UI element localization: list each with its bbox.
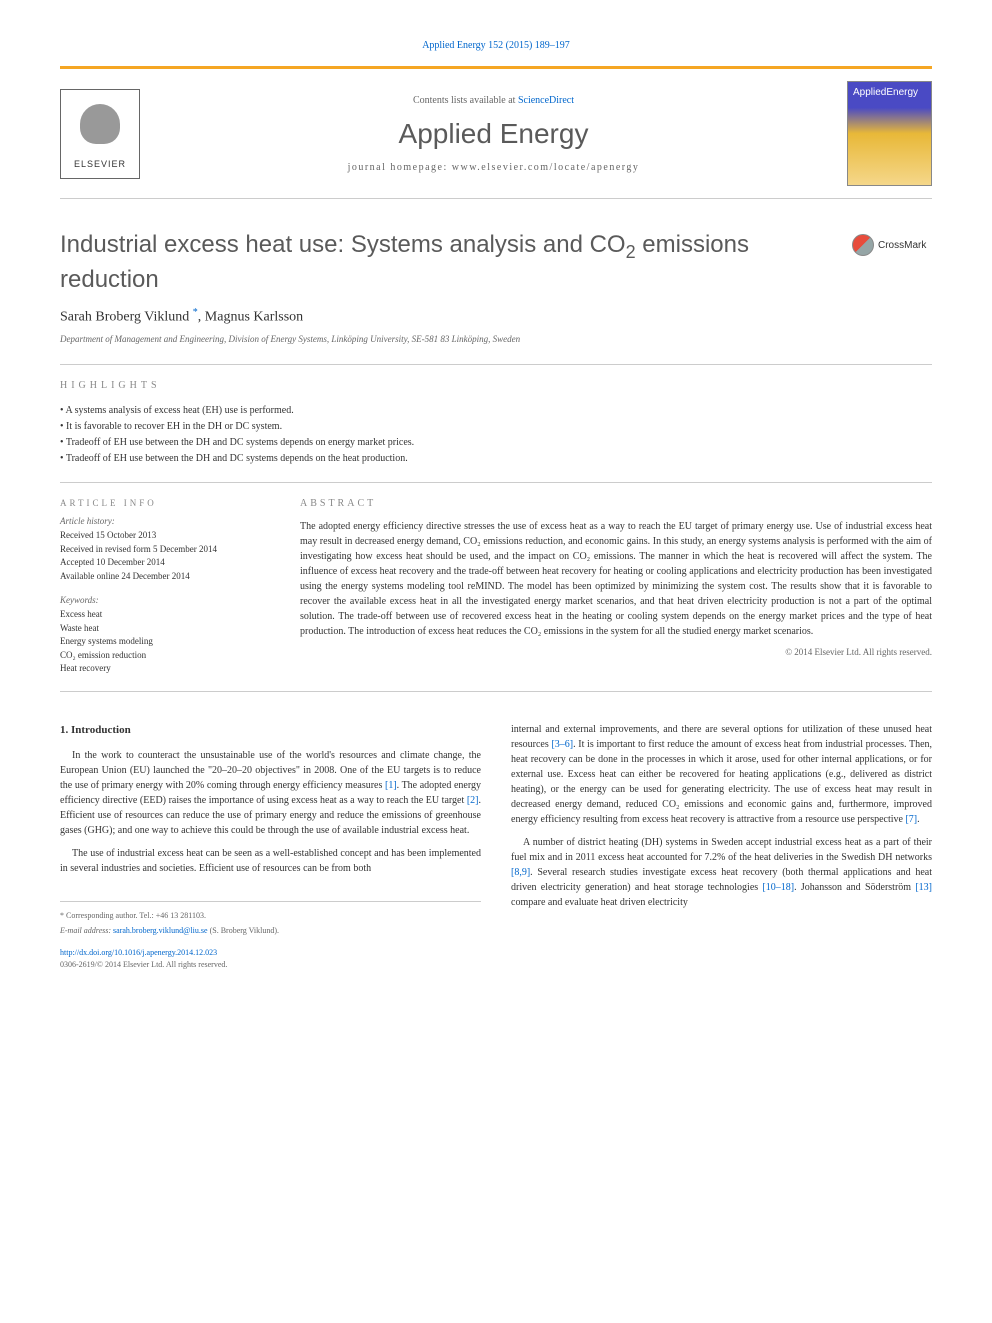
ref-link[interactable]: [1] <box>385 780 397 791</box>
history-item: Available online 24 December 2014 <box>60 570 270 584</box>
highlight-item: A systems analysis of excess heat (EH) u… <box>60 403 932 419</box>
title-subscript: 2 <box>626 242 636 262</box>
corresponding-author: * Corresponding author. Tel.: +46 13 281… <box>60 910 481 922</box>
abstract-text: The adopted energy efficiency directive … <box>300 519 932 639</box>
highlight-item: Tradeoff of EH use between the DH and DC… <box>60 435 932 451</box>
authors: Sarah Broberg Viklund *, Magnus Karlsson <box>60 307 932 326</box>
history-label: Article history: <box>60 516 270 526</box>
ref-link[interactable]: [8,9] <box>511 867 530 878</box>
divider <box>60 691 932 692</box>
body-columns: 1. Introduction In the work to counterac… <box>60 722 932 972</box>
keyword-item: Excess heat <box>60 608 270 622</box>
body-text: A number of district heating (DH) system… <box>511 837 932 863</box>
keyword-item: Heat recovery <box>60 662 270 676</box>
crossmark-icon <box>852 234 874 256</box>
highlights-list: A systems analysis of excess heat (EH) u… <box>60 403 932 467</box>
article-info-label: ARTICLE INFO <box>60 498 270 508</box>
email-suffix: (S. Broberg Viklund). <box>208 926 279 935</box>
body-paragraph: A number of district heating (DH) system… <box>511 835 932 910</box>
email-line: E-mail address: sarah.broberg.viklund@li… <box>60 925 481 937</box>
email-label: E-mail address: <box>60 926 113 935</box>
keyword-item: Energy systems modeling <box>60 635 270 649</box>
title-part1: Industrial excess heat use: Systems anal… <box>60 231 626 258</box>
abstract-label: ABSTRACT <box>300 498 932 509</box>
journal-cover[interactable]: AppliedEnergy <box>847 81 932 186</box>
body-column-right: internal and external improvements, and … <box>511 722 932 972</box>
body-text: . <box>917 814 920 825</box>
info-abstract-row: ARTICLE INFO Article history: Received 1… <box>60 498 932 676</box>
keywords-label: Keywords: <box>60 595 270 605</box>
issn-copyright: 0306-2619/© 2014 Elsevier Ltd. All right… <box>60 959 481 971</box>
sciencedirect-link[interactable]: ScienceDirect <box>518 95 574 106</box>
ref-link[interactable]: [10–18] <box>762 882 794 893</box>
ref-link[interactable]: [7] <box>905 814 917 825</box>
journal-name: Applied Energy <box>140 118 847 150</box>
top-citation-link[interactable]: Applied Energy 152 (2015) 189–197 <box>422 40 570 51</box>
article-info: ARTICLE INFO Article history: Received 1… <box>60 498 270 676</box>
ref-link[interactable]: [2] <box>467 795 479 806</box>
highlight-item: It is favorable to recover EH in the DH … <box>60 419 932 435</box>
journal-header: ELSEVIER Contents lists available at Sci… <box>60 66 932 199</box>
contents-text: Contents lists available at <box>413 95 518 106</box>
body-column-left: 1. Introduction In the work to counterac… <box>60 722 481 972</box>
elsevier-logo[interactable]: ELSEVIER <box>60 89 140 179</box>
divider <box>60 482 932 483</box>
body-text: compare and evaluate heat driven electri… <box>511 897 688 908</box>
body-paragraph: In the work to counteract the unsustaina… <box>60 748 481 838</box>
affiliation: Department of Management and Engineering… <box>60 334 932 344</box>
contents-line: Contents lists available at ScienceDirec… <box>140 95 847 106</box>
highlight-item: Tradeoff of EH use between the DH and DC… <box>60 451 932 467</box>
top-citation: Applied Energy 152 (2015) 189–197 <box>60 40 932 51</box>
email-link[interactable]: sarah.broberg.viklund@liu.se <box>113 926 208 935</box>
abstract-column: ABSTRACT The adopted energy efficiency d… <box>300 498 932 676</box>
history-item: Received 15 October 2013 <box>60 529 270 543</box>
body-paragraph: The use of industrial excess heat can be… <box>60 846 481 876</box>
crossmark-label: CrossMark <box>878 240 926 251</box>
elsevier-tree-icon <box>70 99 130 159</box>
body-paragraph: internal and external improvements, and … <box>511 722 932 827</box>
keyword-item: Waste heat <box>60 622 270 636</box>
doi-link[interactable]: http://dx.doi.org/10.1016/j.apenergy.201… <box>60 948 217 957</box>
ref-link[interactable]: [3–6] <box>551 739 573 750</box>
journal-cover-label: AppliedEnergy <box>853 87 918 98</box>
abstract-copyright: © 2014 Elsevier Ltd. All rights reserved… <box>300 647 932 657</box>
footer-section: * Corresponding author. Tel.: +46 13 281… <box>60 901 481 971</box>
history-item: Received in revised form 5 December 2014 <box>60 543 270 557</box>
body-text: . Johansson and Söderström <box>794 882 915 893</box>
crossmark-badge[interactable]: CrossMark <box>852 230 932 260</box>
ref-link[interactable]: [13] <box>915 882 932 893</box>
article-title: Industrial excess heat use: Systems anal… <box>60 229 932 295</box>
header-center: Contents lists available at ScienceDirec… <box>140 95 847 173</box>
elsevier-label: ELSEVIER <box>74 159 126 169</box>
divider <box>60 364 932 365</box>
history-item: Accepted 10 December 2014 <box>60 556 270 570</box>
author-2: , Magnus Karlsson <box>198 310 303 325</box>
author-1: Sarah Broberg Viklund <box>60 310 193 325</box>
journal-homepage: journal homepage: www.elsevier.com/locat… <box>140 162 847 173</box>
body-text: . It is important to first reduce the am… <box>511 739 932 825</box>
highlights-label: HIGHLIGHTS <box>60 380 932 391</box>
keyword-item: CO₂ emission reduction <box>60 649 270 663</box>
section-heading: 1. Introduction <box>60 722 481 739</box>
